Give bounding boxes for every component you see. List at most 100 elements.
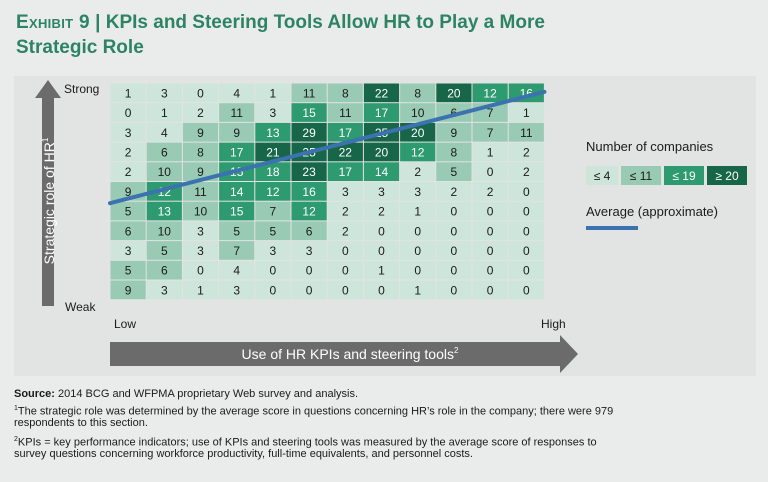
- title-separator: |: [95, 12, 101, 33]
- heatmap-cell-value: 17: [339, 126, 353, 140]
- heatmap-cell-value: 4: [233, 264, 240, 278]
- heatmap-cell: [436, 221, 472, 241]
- heatmap-cell-value: 0: [378, 283, 385, 297]
- heatmap-cell: [182, 122, 219, 142]
- heatmap-cell-value: 6: [161, 145, 168, 159]
- heatmap-cell: [110, 103, 146, 122]
- x-axis-arrow: [110, 335, 578, 373]
- heatmap-cell: [472, 260, 508, 280]
- legend-swatch: [664, 166, 704, 185]
- legend-title: Number of companies: [586, 139, 714, 154]
- heatmap-cell-value: 0: [378, 224, 385, 238]
- heatmap-cell-value: 1: [414, 205, 421, 219]
- heatmap-cell: [400, 182, 436, 201]
- heatmap-cell-value: 9: [125, 283, 132, 297]
- heatmap-cell-value: 0: [523, 185, 530, 199]
- exhibit-number: Exhibit 9: [16, 12, 90, 33]
- heatmap-cell: [182, 241, 219, 260]
- heatmap-cell: [182, 201, 219, 221]
- heatmap-cell: [219, 280, 255, 300]
- heatmap-cell: [472, 162, 508, 181]
- heatmap-cell: [255, 142, 291, 162]
- y-axis-label: Strategic role of HR1: [41, 137, 57, 264]
- heatmap-cell-value: 5: [125, 264, 132, 278]
- heatmap-cell-value: 13: [266, 126, 280, 140]
- heatmap-cell: [327, 162, 363, 181]
- heatmap-cell: [182, 260, 219, 280]
- heatmap-cell-value: 0: [451, 244, 458, 258]
- heatmap-cell-value: 17: [339, 165, 353, 179]
- heatmap-cell-value: 3: [414, 185, 421, 199]
- heatmap-cell-value: 2: [125, 145, 132, 159]
- heatmap-cell: [327, 83, 363, 103]
- heatmap-cell: [182, 103, 219, 122]
- legend-swatch: [621, 166, 661, 185]
- heatmap-cell: [291, 221, 327, 241]
- heatmap-cell: [219, 122, 255, 142]
- heatmap-cell-value: 3: [270, 244, 277, 258]
- heatmap-cell: [146, 280, 182, 300]
- source-text: 2014 BCG and WFPMA proprietary Web surve…: [58, 388, 359, 400]
- heatmap-cell: [146, 260, 182, 280]
- heatmap-cell: [255, 221, 291, 241]
- heatmap-cell-value: 4: [233, 86, 240, 100]
- heatmap-cell: [508, 103, 544, 122]
- heatmap-cell: [436, 241, 472, 260]
- heatmap-cell: [508, 260, 544, 280]
- heatmap-cell-value: 9: [125, 185, 132, 199]
- heatmap-cell-value: 7: [233, 244, 240, 258]
- heatmap-cell-value: 3: [197, 244, 204, 258]
- heatmap-cell: [291, 162, 327, 181]
- heatmap-cell-value: 0: [451, 224, 458, 238]
- heatmap-cell: [400, 260, 436, 280]
- heatmap-cell-value: 14: [230, 185, 244, 199]
- heatmap-cell: [327, 221, 363, 241]
- heatmap-cell-value: 23: [302, 165, 316, 179]
- heatmap-cell-value: 0: [523, 283, 530, 297]
- heatmap-cell: [472, 83, 508, 103]
- heatmap-cell-value: 12: [411, 145, 425, 159]
- heatmap-cell: [110, 201, 146, 221]
- heatmap-cell-value: 5: [161, 244, 168, 258]
- heatmap-cell-value: 0: [487, 205, 494, 219]
- heatmap-cell: [291, 201, 327, 221]
- heatmap-cell-value: 0: [125, 106, 132, 120]
- exhibit-title: Exhibit 9 | KPIs and Steering Tools Allo…: [16, 10, 616, 60]
- heatmap-cell-value: 0: [270, 283, 277, 297]
- legend-average-label: Average (approximate): [586, 204, 718, 219]
- heatmap-cell-value: 17: [375, 106, 389, 120]
- heatmap-cell: [363, 182, 400, 201]
- heatmap-cell-value: 10: [158, 165, 172, 179]
- heatmap-cell-value: 0: [487, 244, 494, 258]
- heatmap-cell-value: 1: [125, 86, 132, 100]
- heatmap-cell: [508, 280, 544, 300]
- heatmap-cell-value: 0: [451, 205, 458, 219]
- heatmap-cell-value: 2: [342, 224, 349, 238]
- heatmap-cell-value: 8: [414, 86, 421, 100]
- heatmap-cell-value: 9: [197, 126, 204, 140]
- heatmap-cell: [472, 201, 508, 221]
- heatmap-cell-value: 18: [266, 165, 280, 179]
- heatmap-cell-value: 0: [487, 165, 494, 179]
- heatmap-cell: [110, 162, 146, 181]
- heatmap-cell-value: 5: [270, 224, 277, 238]
- heatmap-cell-value: 1: [523, 106, 530, 120]
- heatmap-cell-value: 11: [194, 185, 207, 199]
- heatmap-cell: [363, 162, 400, 181]
- heatmap-cell: [472, 142, 508, 162]
- heatmap-cell: [400, 83, 436, 103]
- heatmap-cell: [508, 201, 544, 221]
- heatmap-cell: [472, 182, 508, 201]
- legend-label: ≤ 4: [594, 169, 611, 183]
- footnote-1-text: The strategic role was determined by the…: [17, 405, 614, 418]
- footnote-2-continued: survey questions concerning workforce pr…: [14, 448, 473, 460]
- heatmap-cell: [327, 280, 363, 300]
- heatmap-cell-value: 1: [487, 145, 494, 159]
- heatmap-cell-value: 1: [161, 106, 168, 120]
- heatmap-cell: [110, 280, 146, 300]
- heatmap-cell: [508, 182, 544, 201]
- heatmap-cell-value: 0: [523, 205, 530, 219]
- heatmap-cell-value: 8: [197, 145, 204, 159]
